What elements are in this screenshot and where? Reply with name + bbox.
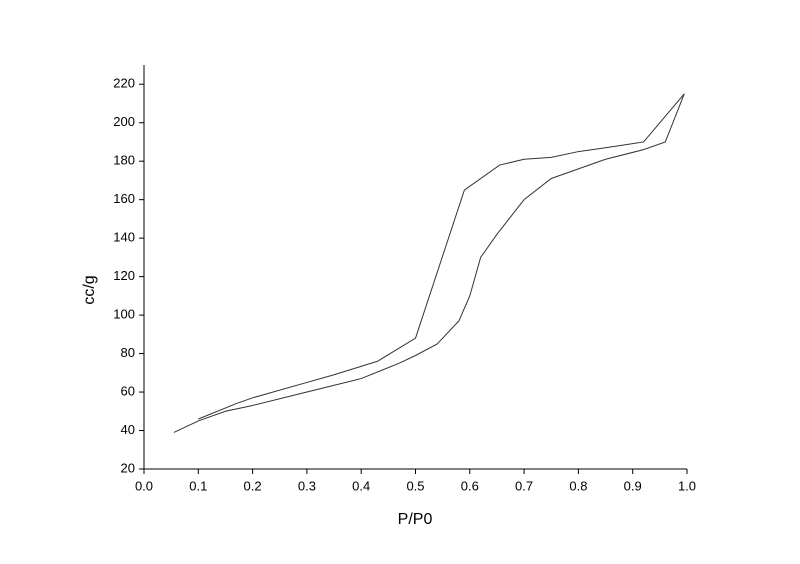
- y-tick-label: 100: [113, 307, 135, 322]
- y-tick-label: 160: [113, 191, 135, 206]
- y-tick-label: 60: [121, 383, 135, 398]
- x-tick-label: 0.4: [352, 478, 370, 493]
- isotherm-line: [198, 93, 685, 420]
- y-tick-label: 40: [121, 422, 135, 437]
- x-tick-label: 0.0: [135, 478, 153, 493]
- x-tick-label: 0.5: [406, 478, 424, 493]
- x-tick-label: 0.1: [189, 478, 207, 493]
- x-tick-label: 1.0: [678, 478, 696, 493]
- y-tick-label: 80: [121, 345, 135, 360]
- y-axis-title: cc/g: [81, 275, 98, 304]
- isotherm-line: [173, 93, 685, 433]
- x-tick-label: 0.2: [244, 478, 262, 493]
- y-tick-label: 200: [113, 114, 135, 129]
- x-tick-label: 0.3: [298, 478, 316, 493]
- y-tick-label: 140: [113, 230, 135, 245]
- x-tick-label: 0.8: [569, 478, 587, 493]
- y-tick-label: 220: [113, 76, 135, 91]
- x-tick-label: 0.6: [461, 478, 479, 493]
- y-tick-label: 180: [113, 153, 135, 168]
- y-tick-label: 20: [121, 460, 135, 475]
- y-tick-label: 120: [113, 268, 135, 283]
- x-axis-title: P/P0: [398, 511, 433, 528]
- x-tick-label: 0.7: [515, 478, 533, 493]
- x-tick-label: 0.9: [624, 478, 642, 493]
